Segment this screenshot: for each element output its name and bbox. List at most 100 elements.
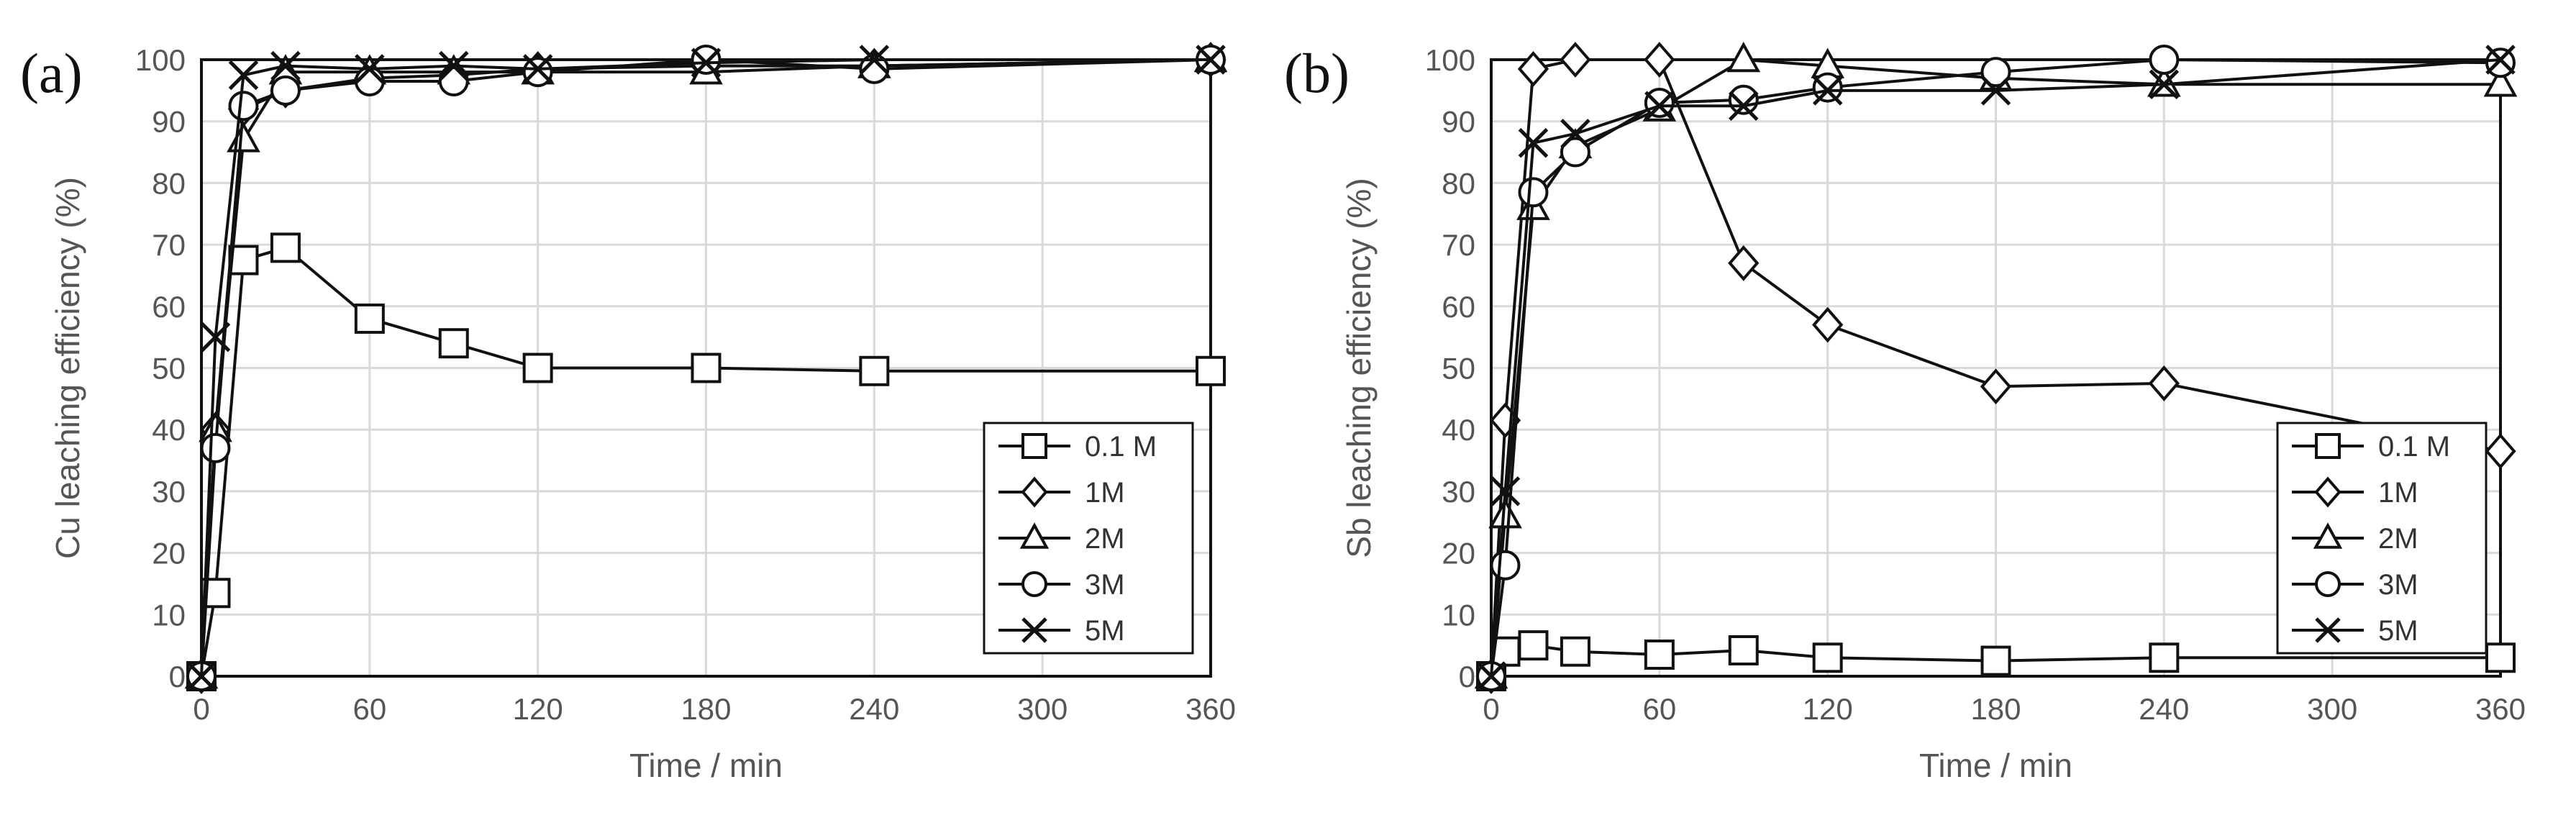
x-tick-label: 60 — [1642, 692, 1676, 726]
data-point — [1490, 476, 1521, 506]
data-point — [1644, 640, 1675, 670]
data-point — [1196, 355, 1226, 386]
legend-label: 0.1 M — [1085, 431, 1157, 463]
y-tick-label: 10 — [152, 598, 186, 632]
x-tick-label: 180 — [681, 692, 731, 726]
data-point — [2149, 45, 2180, 75]
y-tick-label: 80 — [1442, 166, 1475, 200]
legend-label: 2M — [2378, 523, 2418, 555]
legend-marker — [1019, 522, 1050, 549]
y-tick-label: 20 — [1442, 537, 1475, 570]
data-point — [270, 50, 301, 81]
y-tick-label: 80 — [152, 166, 186, 200]
data-point — [1518, 127, 1549, 158]
x-tick-label: 300 — [2307, 692, 2357, 726]
x-tick-label: 60 — [352, 692, 386, 726]
data-point — [186, 661, 217, 691]
x-tick-label: 300 — [1017, 692, 1068, 726]
x-axis-title: Time / min — [1919, 747, 2072, 784]
legend-label: 0.1 M — [2378, 431, 2450, 463]
data-point — [2485, 642, 2516, 673]
data-point — [354, 65, 385, 96]
data-point — [1644, 87, 1675, 118]
legend-marker — [2315, 617, 2341, 643]
panel-label: (a) — [20, 42, 83, 104]
data-point — [1560, 42, 1591, 78]
data-point — [1728, 635, 1759, 666]
legend-label: 5M — [1085, 615, 1125, 647]
data-point — [2485, 433, 2516, 470]
legend-marker — [1021, 476, 1048, 508]
series-line — [1490, 58, 2501, 677]
data-point — [270, 75, 301, 106]
data-point — [200, 432, 231, 463]
data-point — [1560, 137, 1590, 168]
y-tick-label: 50 — [1442, 352, 1475, 386]
y-tick-label: 40 — [152, 413, 186, 447]
data-point — [522, 57, 553, 88]
data-point — [1812, 76, 1843, 106]
panel-1: 0 10 20 30 40 50 60 70 80 90 100 0 60 120 180 240 300 360… — [1284, 41, 2526, 784]
y-tick-label: 100 — [135, 43, 186, 77]
y-tick-label: 90 — [152, 105, 186, 139]
data-point — [1728, 245, 1760, 281]
data-point — [1490, 550, 1521, 581]
series-line — [1490, 58, 2501, 677]
series-0 — [1476, 630, 2516, 691]
y-tick-label: 40 — [1442, 413, 1475, 447]
data-point — [1980, 76, 2011, 106]
y-tick-label: 70 — [1442, 228, 1475, 262]
data-point — [2148, 365, 2180, 401]
y-tick-label: 30 — [1442, 475, 1475, 509]
y-tick-label: 100 — [1425, 43, 1475, 77]
series-1 — [1475, 42, 2516, 694]
data-point — [228, 60, 259, 91]
data-point — [1812, 306, 1844, 343]
data-point — [228, 91, 259, 122]
panel-label: (b) — [1284, 42, 1350, 104]
data-point — [270, 232, 301, 263]
data-point — [227, 122, 260, 153]
data-point — [691, 45, 722, 75]
legend-label: 3M — [1085, 569, 1125, 601]
data-point — [2485, 47, 2516, 78]
y-tick-label: 10 — [1442, 598, 1475, 632]
data-point — [1728, 91, 1759, 122]
data-point — [1980, 57, 2011, 88]
data-point — [355, 54, 385, 84]
y-tick-label: 0 — [169, 660, 186, 693]
data-point — [859, 45, 890, 75]
panel-0: 0 10 20 30 40 50 60 70 80 90 100 0 60 120 180 240 300 360… — [20, 41, 1236, 784]
data-point — [691, 47, 722, 78]
y-tick-label: 60 — [152, 290, 186, 324]
x-tick-label: 0 — [193, 692, 209, 726]
data-point — [1812, 72, 1843, 103]
data-point — [2485, 45, 2516, 75]
legend-marker — [2315, 433, 2341, 459]
y-tick-label: 0 — [1459, 660, 1475, 693]
series-line — [200, 58, 1211, 677]
x-axis-title: Time / min — [629, 747, 783, 784]
data-point — [859, 53, 890, 84]
data-point — [522, 54, 553, 84]
x-tick-label: 240 — [2139, 692, 2189, 726]
legend-marker — [2313, 522, 2343, 549]
data-point — [1980, 368, 2012, 405]
series-line — [1490, 58, 2501, 677]
data-point — [354, 303, 385, 334]
y-tick-label: 20 — [152, 537, 186, 570]
data-point — [1560, 636, 1590, 667]
data-point — [2483, 66, 2518, 97]
data-point — [438, 328, 469, 359]
data-point — [1726, 41, 1761, 73]
legend-marker — [1021, 571, 1047, 597]
x-tick-label: 0 — [1483, 692, 1499, 726]
data-point — [859, 355, 890, 386]
y-axis-title: Sb leaching efficiency (%) — [1340, 178, 1378, 558]
data-point — [1728, 84, 1759, 115]
y-tick-label: 70 — [152, 228, 186, 262]
data-point — [1488, 498, 1522, 529]
y-tick-label: 30 — [152, 475, 186, 509]
